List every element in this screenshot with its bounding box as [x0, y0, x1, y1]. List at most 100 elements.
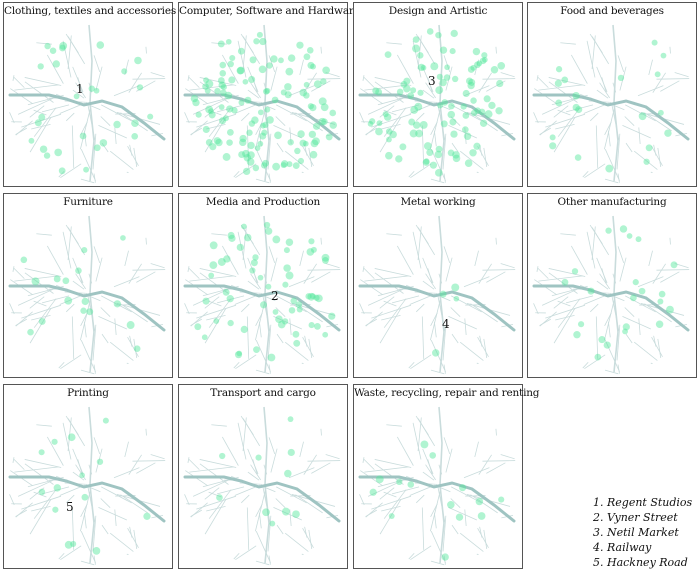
street-line	[433, 321, 437, 338]
business-point	[467, 66, 475, 73]
street-line	[362, 266, 365, 272]
street-line	[430, 297, 442, 341]
street-line	[289, 127, 292, 145]
street-line	[410, 163, 432, 179]
street-line	[114, 127, 117, 145]
street-line	[619, 257, 627, 282]
business-point	[54, 148, 62, 157]
street-line	[299, 250, 304, 267]
street-line	[237, 231, 247, 269]
street-line	[15, 311, 33, 327]
street-line	[555, 124, 575, 130]
street-line	[557, 300, 571, 307]
business-point	[441, 553, 449, 561]
business-point	[280, 162, 287, 169]
business-point	[474, 107, 481, 114]
canal	[358, 93, 516, 141]
street-line	[311, 271, 331, 283]
business-point	[263, 88, 270, 95]
canal	[532, 93, 690, 141]
street-line	[633, 150, 658, 170]
street-line	[625, 295, 656, 313]
business-point	[225, 38, 232, 45]
street-line	[302, 146, 314, 167]
street-line	[93, 246, 101, 263]
business-point	[396, 478, 403, 486]
business-point	[143, 512, 151, 520]
street-line	[250, 82, 261, 99]
street-line	[132, 78, 166, 80]
street-line	[430, 149, 446, 182]
business-point	[477, 512, 486, 520]
legend: 1. Regent Studios 2. Vyner Street 3. Net…	[593, 495, 692, 570]
legend-item: 1. Regent Studios	[593, 496, 693, 509]
business-point	[292, 162, 300, 170]
street-line	[445, 448, 453, 473]
business-point	[572, 103, 580, 112]
street-line	[252, 77, 258, 93]
business-point	[59, 41, 68, 50]
business-point	[296, 41, 304, 49]
street-line	[463, 276, 490, 288]
business-point	[302, 140, 309, 147]
street-line	[242, 227, 261, 256]
street-line	[396, 54, 414, 84]
business-point	[257, 140, 264, 147]
street-line	[12, 75, 15, 81]
street-line	[417, 418, 436, 447]
business-point	[410, 106, 419, 114]
street-line	[391, 295, 420, 304]
street-line	[80, 560, 95, 566]
street-line	[557, 298, 581, 328]
street-line	[374, 459, 412, 468]
street-line	[422, 257, 434, 284]
street-line	[29, 116, 52, 153]
street-line	[204, 116, 227, 153]
street-line	[533, 303, 539, 315]
business-point	[283, 264, 291, 272]
street-line	[565, 295, 594, 304]
street-line	[255, 121, 263, 136]
street-line	[607, 130, 611, 147]
street-line	[208, 300, 222, 307]
business-point	[62, 277, 70, 285]
business-point	[403, 85, 411, 93]
street-line	[548, 77, 586, 86]
street-line	[604, 149, 620, 182]
business-point	[470, 109, 478, 117]
business-point	[622, 323, 630, 331]
street-map	[532, 24, 690, 184]
business-point	[269, 520, 276, 527]
business-point	[462, 126, 469, 133]
business-point	[229, 54, 236, 62]
business-point	[96, 458, 104, 465]
business-point	[73, 93, 80, 100]
street-line	[422, 448, 434, 475]
business-point	[419, 120, 428, 129]
street-line	[216, 295, 245, 304]
business-point	[266, 116, 274, 124]
street-line	[622, 316, 651, 330]
street-line	[128, 454, 142, 475]
street-line	[410, 354, 432, 370]
street-line	[599, 82, 610, 99]
street-line	[190, 311, 208, 327]
street-line	[90, 487, 101, 493]
street-line	[276, 104, 307, 122]
street-line	[29, 498, 52, 535]
business-point	[385, 128, 393, 135]
street-line	[383, 109, 397, 116]
street-line	[80, 531, 96, 564]
street-line	[445, 66, 453, 91]
street-line	[478, 72, 492, 93]
business-point	[288, 307, 296, 314]
street-line	[276, 333, 284, 344]
business-point	[265, 283, 272, 290]
business-point	[223, 255, 231, 263]
business-point	[270, 55, 278, 63]
business-point	[450, 130, 458, 138]
street-line	[560, 233, 576, 236]
business-point	[283, 247, 290, 254]
business-point	[490, 66, 499, 74]
street-line	[374, 77, 412, 86]
